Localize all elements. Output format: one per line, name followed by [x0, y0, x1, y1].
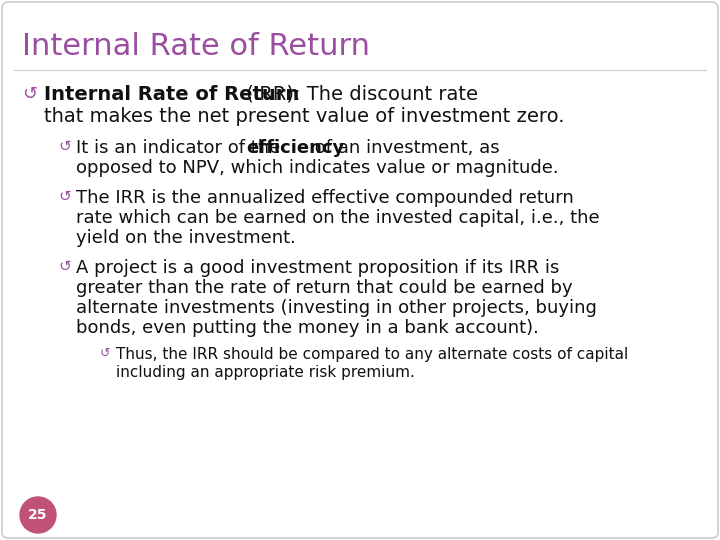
Text: alternate investments (investing in other projects, buying: alternate investments (investing in othe…: [76, 299, 597, 317]
Text: opposed to NPV, which indicates value or magnitude.: opposed to NPV, which indicates value or…: [76, 159, 559, 177]
Text: of an investment, as: of an investment, as: [309, 139, 500, 157]
Text: 25: 25: [28, 508, 48, 522]
Text: The IRR is the annualized effective compounded return: The IRR is the annualized effective comp…: [76, 189, 574, 207]
Text: that makes the net present value of investment zero.: that makes the net present value of inve…: [44, 107, 564, 126]
Text: Internal Rate of Return: Internal Rate of Return: [44, 85, 300, 104]
Text: ↺: ↺: [58, 139, 71, 154]
Text: efficiency: efficiency: [246, 139, 344, 157]
Text: yield on the investment.: yield on the investment.: [76, 229, 296, 247]
Text: ↺: ↺: [22, 85, 37, 103]
Text: A project is a good investment proposition if its IRR is: A project is a good investment propositi…: [76, 259, 559, 277]
Text: Thus, the IRR should be compared to any alternate costs of capital: Thus, the IRR should be compared to any …: [116, 347, 629, 362]
Text: including an appropriate risk premium.: including an appropriate risk premium.: [116, 365, 415, 380]
Text: ↺: ↺: [58, 189, 71, 204]
Circle shape: [20, 497, 56, 533]
Text: ↺: ↺: [100, 347, 110, 360]
Text: greater than the rate of return that could be earned by: greater than the rate of return that cou…: [76, 279, 572, 297]
Text: ↺: ↺: [58, 259, 71, 274]
Text: (IRR): The discount rate: (IRR): The discount rate: [240, 85, 478, 104]
Text: rate which can be earned on the invested capital, i.e., the: rate which can be earned on the invested…: [76, 209, 600, 227]
Text: bonds, even putting the money in a bank account).: bonds, even putting the money in a bank …: [76, 319, 539, 337]
Text: Internal Rate of Return: Internal Rate of Return: [22, 32, 370, 61]
Text: It is an indicator of the: It is an indicator of the: [76, 139, 286, 157]
